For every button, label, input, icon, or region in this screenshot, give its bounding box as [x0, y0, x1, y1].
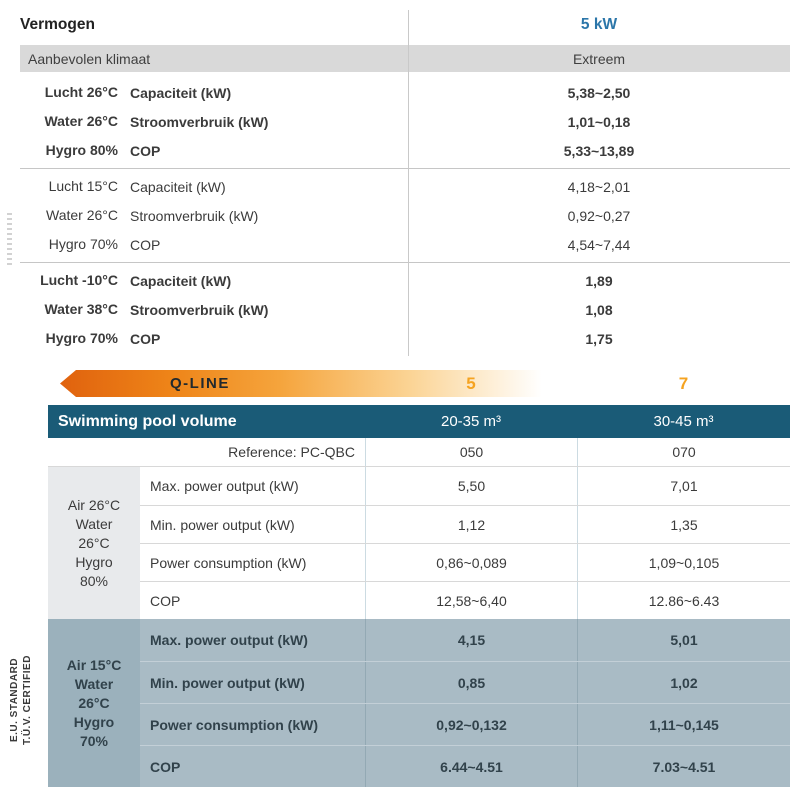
power-rating-value: 5 kW [580, 16, 618, 33]
value-col2: 12.86~6.43 [577, 582, 790, 619]
param-value: 5,33~13,89 [563, 142, 635, 159]
model-number-7: 7 [678, 373, 689, 393]
spec-table-vermogen: Vermogen 5 kW Aanbevolen klimaat Extreem… [20, 10, 790, 356]
condition-group-air26: Air 26°C Water 26°C Hygro 80% Max. power… [48, 467, 790, 619]
param-label: COP [130, 236, 161, 253]
param-label: Stroomverbruik (kW) [130, 207, 259, 224]
vermogen-label: Vermogen [20, 16, 95, 33]
condition-label: Lucht 26°C Water 26°C Hygro 80% [44, 84, 118, 158]
param-label: COP [130, 142, 161, 159]
qline-banner: Q-LINE 5 7 [48, 370, 790, 397]
param-label: Min. power output (kW) [150, 674, 305, 691]
param-label: Stroomverbruik (kW) [130, 113, 269, 130]
value-col2: 5,01 [577, 619, 790, 661]
value-col2: 1,11~0,145 [577, 704, 790, 745]
table-row: Min. power output (kW) 1,12 1,35 [140, 505, 790, 543]
value-col1: 0,85 [365, 662, 577, 703]
condition-group-luchtmin10: Lucht -10°C Water 38°C Hygro 70% Capacit… [20, 262, 790, 356]
condition-label: Air 15°C Water 26°C Hygro 70% [48, 619, 140, 787]
param-value: 4,54~7,44 [567, 236, 631, 253]
param-label: Min. power output (kW) [150, 516, 295, 533]
param-label: Max. power output (kW) [150, 478, 299, 494]
climate-row: Aanbevolen klimaat Extreem [20, 45, 790, 72]
param-label: Power consumption (kW) [150, 554, 307, 571]
value-col1: 6.44~4.51 [365, 746, 577, 787]
param-label: COP [130, 330, 161, 347]
value-col1: 5,50 [365, 467, 577, 505]
group-rows: Max. power output (kW) 4,15 5,01 Min. po… [140, 619, 790, 787]
param-label: Capaciteit (kW) [130, 178, 226, 195]
reference-070: 070 [577, 438, 790, 466]
value-col1: 4,15 [365, 619, 577, 661]
pool-volume-label: Swimming pool volume [58, 412, 237, 430]
value-col1: 12,58~6,40 [365, 582, 577, 619]
column-divider-line [408, 10, 409, 356]
reference-row: Reference: PC-QBC 050 070 [48, 438, 790, 467]
volume-col-2: 30-45 m³ [653, 413, 714, 430]
param-value: 4,18~2,01 [567, 178, 631, 195]
edge-text-artifact [7, 213, 12, 265]
group-rows: Max. power output (kW) 5,50 7,01 Min. po… [140, 467, 790, 619]
condition-group-lucht26: Lucht 26°C Water 26°C Hygro 80% Capacite… [20, 75, 790, 168]
vermogen-header-row: Vermogen 5 kW [20, 10, 790, 40]
certification-side-text: E.U. STANDARD T.Ü.V. CERTIFIED [8, 615, 40, 785]
tuv-certified-label: T.Ü.V. CERTIFIED [22, 655, 33, 745]
table-row: Min. power output (kW) 0,85 1,02 [140, 661, 790, 703]
model-number-5: 5 [466, 373, 476, 393]
condition-label: Air 26°C Water 26°C Hygro 80% [48, 467, 140, 619]
param-label: Stroomverbruik (kW) [130, 301, 269, 318]
param-value: 5,38~2,50 [567, 84, 631, 101]
param-label: Power consumption (kW) [150, 716, 318, 733]
value-col2: 7,01 [577, 467, 790, 505]
param-label: COP [150, 592, 181, 609]
param-value: 0,92~0,27 [567, 207, 631, 224]
volume-col-1: 20-35 m³ [440, 413, 502, 430]
param-label: Max. power output (kW) [150, 632, 308, 648]
table-row: Max. power output (kW) 5,50 7,01 [140, 467, 790, 505]
condition-group-lucht15: Lucht 15°C Water 26°C Hygro 70% Capacite… [20, 168, 790, 262]
table-row: Power consumption (kW) 0,92~0,132 1,11~0… [140, 703, 790, 745]
reference-050: 050 [365, 438, 577, 466]
table-row: COP 12,58~6,40 12.86~6.43 [140, 581, 790, 619]
condition-group-air15: Air 15°C Water 26°C Hygro 70% Max. power… [48, 619, 790, 787]
param-label: Capaciteit (kW) [130, 84, 232, 101]
value-col1: 0,86~0,089 [365, 544, 577, 581]
qline-label: Q-LINE [170, 375, 230, 392]
value-col2: 1,09~0,105 [577, 544, 790, 581]
param-label: Capaciteit (kW) [130, 272, 232, 289]
param-label: COP [150, 758, 181, 775]
eu-standard-label: E.U. STANDARD [9, 657, 20, 743]
qline-table: Q-LINE 5 7 Swimming pool volume 20-35 m³… [48, 370, 790, 787]
table-row: Power consumption (kW) 0,86~0,089 1,09~0… [140, 543, 790, 581]
value-col1: 1,12 [365, 506, 577, 543]
param-value: 1,75 [585, 330, 613, 347]
value-col2: 1,02 [577, 662, 790, 703]
table-row: Max. power output (kW) 4,15 5,01 [140, 619, 790, 661]
climate-label: Aanbevolen klimaat [28, 50, 151, 67]
value-col1: 0,92~0,132 [365, 704, 577, 745]
reference-label: Reference: PC-QBC [228, 444, 355, 460]
value-col2: 7.03~4.51 [577, 746, 790, 787]
condition-label: Lucht -10°C Water 38°C Hygro 70% [40, 272, 118, 346]
climate-value: Extreem [572, 50, 626, 67]
pool-volume-header-row: Swimming pool volume 20-35 m³ 30-45 m³ [48, 405, 790, 438]
param-value: 1,89 [585, 272, 613, 289]
value-col2: 1,35 [577, 506, 790, 543]
param-value: 1,08 [585, 301, 613, 318]
condition-label: Lucht 15°C Water 26°C Hygro 70% [46, 178, 118, 252]
table-row: COP 6.44~4.51 7.03~4.51 [140, 745, 790, 787]
param-value: 1,01~0,18 [567, 113, 631, 130]
